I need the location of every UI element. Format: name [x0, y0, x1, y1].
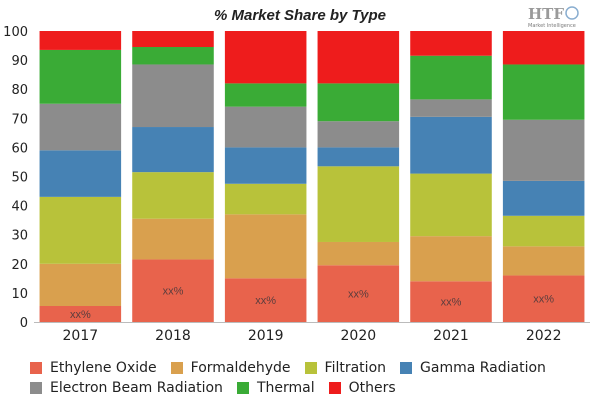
logo-text: HTF — [528, 5, 564, 23]
legend-label: Others — [348, 380, 396, 396]
legend-item: Formaldehyde — [170, 360, 291, 376]
bar-segment — [410, 55, 492, 100]
bar-segment — [410, 99, 492, 117]
y-tick-label: 80 — [11, 83, 28, 98]
data-label: xx% — [348, 289, 369, 301]
y-tick-label: 0 — [20, 316, 28, 331]
bar-segment — [224, 147, 307, 184]
legend-swatch — [30, 362, 42, 374]
bar-segment — [317, 265, 400, 322]
bar-segment — [502, 275, 585, 322]
data-label: xx% — [70, 309, 91, 321]
legend-item: Gamma Radiation — [400, 360, 546, 376]
legend-item: Others — [328, 380, 396, 396]
legend-label: Formaldehyde — [190, 360, 291, 376]
y-tick-label: 10 — [11, 287, 28, 302]
bar-segment — [39, 49, 122, 104]
x-tick-label: 2020 — [341, 328, 377, 344]
legend-label: Electron Beam Radiation — [50, 380, 223, 396]
bar-segment — [132, 64, 214, 128]
bars — [39, 31, 585, 322]
bar-segment — [410, 281, 492, 322]
data-label: xx% — [441, 297, 462, 309]
bar-segment — [410, 31, 492, 56]
legend-row: Ethylene Oxide Formaldehyde Filtration Gamm… — [30, 358, 590, 378]
legend-label: Gamma Radiation — [420, 360, 546, 376]
legend-item: Filtration — [304, 360, 387, 376]
bar-segment — [502, 215, 585, 247]
bar-segment — [39, 196, 122, 264]
legend-item: Ethylene Oxide — [30, 360, 157, 376]
legend-label: Thermal — [256, 380, 315, 396]
bar-segment — [410, 236, 492, 282]
bar-segment — [39, 103, 122, 151]
htf-logo: HTF Market Intelligence — [528, 5, 579, 29]
bar-segment — [410, 173, 492, 237]
bar-segment — [317, 83, 400, 122]
globe-icon — [565, 6, 579, 20]
data-label: xx% — [163, 286, 184, 298]
logo-subtext: Market Intelligence — [528, 23, 576, 29]
bar-segment — [39, 150, 122, 197]
x-tick-label: 2021 — [433, 328, 469, 344]
legend: Ethylene Oxide Formaldehyde Filtration Gamm… — [30, 358, 590, 398]
x-tick-label: 2017 — [63, 328, 99, 344]
bar-segment — [317, 166, 400, 242]
stacked-bar-chart: % Market Share by Type 0 10 20 30 40 50 60 70 80… — [3, 7, 590, 344]
bar-segment — [502, 246, 585, 276]
y-tick-label: 100 — [3, 25, 28, 40]
chart-title: % Market Share by Type — [214, 7, 386, 24]
bar-segment — [132, 218, 214, 260]
bar-segment — [410, 116, 492, 174]
y-tick-label: 40 — [11, 200, 28, 215]
y-axis: 0 10 20 30 40 50 60 70 80 90 100 — [3, 25, 28, 331]
data-label: xx% — [533, 294, 554, 306]
legend-row: Electron Beam Radiation Thermal Others — [30, 378, 590, 398]
x-tick-label: 2018 — [155, 328, 191, 344]
legend-swatch — [304, 362, 317, 374]
bar-segment — [317, 121, 400, 148]
legend-label: Ethylene Oxide — [50, 360, 157, 376]
bar-segment — [224, 83, 307, 107]
bar-segment — [502, 180, 585, 216]
bar-segment — [317, 147, 400, 167]
bar-segment — [132, 127, 214, 173]
legend-item: Electron Beam Radiation — [30, 380, 223, 396]
x-axis: 2017 2018 2019 2020 2021 2022 — [34, 322, 590, 344]
bar-segment — [224, 214, 307, 279]
y-tick-label: 50 — [11, 171, 28, 186]
data-labels: xx% xx% xx% xx% xx% xx% — [70, 286, 554, 321]
bar-segment — [224, 278, 307, 322]
bar-segment — [224, 31, 307, 84]
bar-segment — [502, 119, 585, 181]
legend-swatch — [400, 362, 413, 374]
x-tick-label: 2022 — [526, 328, 562, 344]
legend-swatch — [328, 382, 341, 394]
y-tick-label: 30 — [11, 229, 28, 244]
bar-segment — [132, 259, 214, 322]
bar-segment — [39, 263, 122, 306]
legend-swatch — [170, 362, 183, 374]
legend-item: Thermal — [236, 380, 315, 396]
bar-segment — [39, 31, 122, 50]
y-tick-label: 20 — [11, 258, 28, 273]
y-tick-label: 60 — [11, 141, 28, 156]
bar-segment — [224, 106, 307, 148]
bar-segment — [132, 47, 214, 65]
y-tick-label: 70 — [11, 112, 28, 127]
bar-segment — [502, 64, 585, 120]
x-tick-label: 2019 — [248, 328, 284, 344]
bar-segment — [317, 241, 400, 266]
bar-segment — [132, 172, 214, 219]
bar-segment — [224, 183, 307, 215]
bar-segment — [502, 31, 585, 65]
legend-swatch — [236, 382, 249, 394]
bar-segment — [132, 31, 214, 48]
bar-segment — [317, 31, 400, 84]
legend-label: Filtration — [324, 360, 387, 376]
data-label: xx% — [255, 295, 276, 307]
y-tick-label: 90 — [11, 54, 28, 69]
legend-swatch — [30, 382, 42, 394]
bar-segment — [39, 305, 122, 322]
